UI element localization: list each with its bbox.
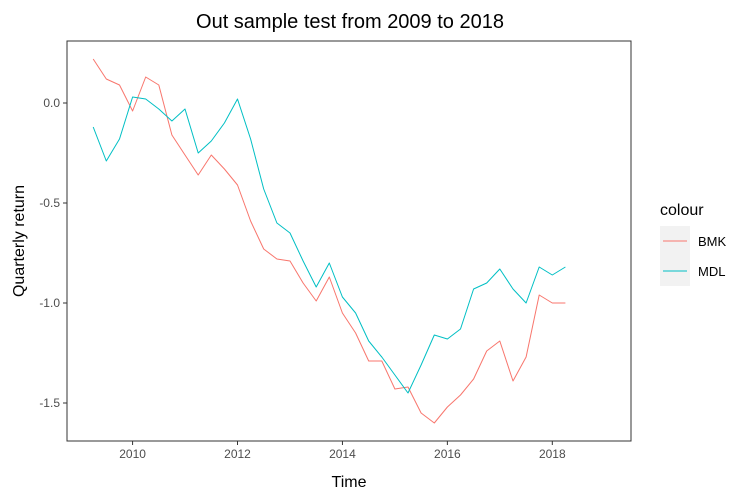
series-line-mdl <box>92 96 566 394</box>
series-layer <box>92 58 566 424</box>
legend-label: MDL <box>698 264 725 279</box>
x-tick-label: 2014 <box>329 447 356 461</box>
x-tick-label: 2018 <box>539 447 566 461</box>
legend-item-bmk: BMK <box>660 226 727 256</box>
x-tick-label: 2010 <box>119 447 146 461</box>
y-tick-label: -1.5 <box>39 396 60 410</box>
legend-label: BMK <box>698 234 727 249</box>
x-tick-label: 2012 <box>224 447 251 461</box>
x-tick-label: 2016 <box>434 447 461 461</box>
chart-title: Out sample test from 2009 to 2018 <box>196 11 504 33</box>
legend-item-mdl: MDL <box>660 256 725 286</box>
y-tick-label: -0.5 <box>39 196 60 210</box>
x-axis-title: Time <box>332 474 367 491</box>
legend-items: BMK MDL <box>660 226 727 286</box>
plot-area <box>66 40 632 442</box>
legend: colour BMK MDL <box>660 202 727 286</box>
series-line-bmk <box>92 58 566 424</box>
legend-title: colour <box>660 202 704 219</box>
x-axis: 2010 2012 2014 2016 2018 <box>119 441 566 461</box>
y-tick-label: 0.0 <box>43 96 60 110</box>
y-axis: 0.0 -0.5 -1.0 -1.5 <box>39 96 67 410</box>
y-tick-label: -1.0 <box>39 296 60 310</box>
y-axis-title: Quarterly return <box>11 185 28 297</box>
